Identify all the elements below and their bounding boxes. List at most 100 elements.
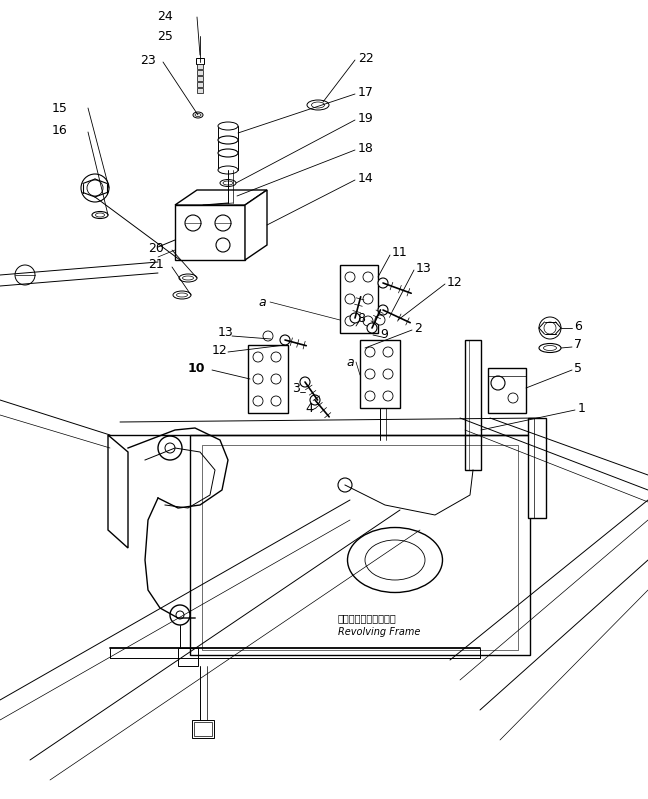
Text: 8: 8	[357, 312, 365, 324]
Ellipse shape	[222, 194, 233, 198]
Ellipse shape	[176, 293, 187, 297]
Text: 13: 13	[416, 261, 432, 275]
Circle shape	[539, 317, 561, 339]
Text: 22: 22	[358, 51, 374, 65]
Polygon shape	[175, 190, 267, 205]
Bar	[465, 340, 481, 470]
Text: 4: 4	[305, 402, 313, 415]
Circle shape	[345, 316, 355, 326]
Circle shape	[253, 374, 263, 384]
Ellipse shape	[179, 274, 197, 282]
Text: 18: 18	[358, 141, 374, 154]
Bar	[197, 76, 203, 81]
Text: 9: 9	[380, 328, 388, 341]
Circle shape	[338, 478, 352, 492]
Text: 1: 1	[578, 402, 586, 415]
Ellipse shape	[220, 180, 236, 186]
Circle shape	[491, 376, 505, 390]
Circle shape	[253, 396, 263, 406]
Text: レボルビングフレーム: レボルビングフレーム	[338, 613, 397, 623]
Circle shape	[363, 272, 373, 282]
Bar	[218, 126, 238, 170]
Ellipse shape	[92, 212, 108, 218]
Bar	[488, 368, 526, 413]
Text: 2: 2	[414, 321, 422, 335]
Ellipse shape	[95, 213, 104, 217]
Ellipse shape	[223, 181, 233, 185]
Circle shape	[365, 369, 375, 379]
Bar	[202, 445, 518, 650]
Text: 12: 12	[447, 276, 463, 288]
Circle shape	[345, 272, 355, 282]
Text: 14: 14	[358, 172, 374, 185]
Bar	[340, 265, 378, 333]
Text: 16: 16	[52, 124, 68, 137]
Circle shape	[310, 395, 320, 405]
Bar	[190, 435, 530, 655]
Text: 19: 19	[358, 112, 374, 125]
Ellipse shape	[312, 102, 325, 108]
Bar	[528, 418, 546, 518]
Ellipse shape	[219, 192, 237, 200]
Circle shape	[81, 174, 109, 202]
Circle shape	[365, 391, 375, 401]
Circle shape	[375, 315, 385, 325]
Bar	[197, 82, 203, 87]
Bar	[178, 648, 198, 666]
Circle shape	[544, 322, 556, 334]
Bar	[196, 58, 204, 64]
Polygon shape	[245, 190, 267, 260]
Circle shape	[215, 215, 231, 231]
Text: 24: 24	[157, 10, 173, 23]
Ellipse shape	[544, 345, 557, 351]
Text: 5: 5	[574, 361, 582, 375]
Circle shape	[383, 369, 393, 379]
Text: 7: 7	[574, 339, 582, 352]
Ellipse shape	[218, 166, 238, 174]
Circle shape	[345, 294, 355, 304]
Ellipse shape	[365, 540, 425, 580]
Text: 10: 10	[188, 361, 205, 375]
Circle shape	[15, 265, 35, 285]
Circle shape	[365, 347, 375, 357]
Circle shape	[350, 313, 360, 323]
Bar	[175, 205, 245, 260]
Text: a: a	[346, 356, 354, 368]
Text: 20: 20	[148, 241, 164, 255]
Circle shape	[87, 180, 103, 196]
Polygon shape	[108, 435, 128, 548]
Text: 11: 11	[392, 245, 408, 259]
Circle shape	[363, 316, 373, 326]
Ellipse shape	[218, 122, 238, 130]
Circle shape	[263, 331, 273, 341]
Ellipse shape	[183, 276, 194, 280]
Text: 15: 15	[52, 101, 68, 114]
Ellipse shape	[539, 344, 561, 352]
Circle shape	[300, 377, 310, 387]
Circle shape	[185, 215, 201, 231]
Ellipse shape	[195, 113, 201, 117]
Text: 6: 6	[574, 320, 582, 332]
Circle shape	[363, 294, 373, 304]
Text: 23: 23	[140, 54, 156, 66]
Circle shape	[280, 335, 290, 345]
Circle shape	[216, 238, 230, 252]
Circle shape	[165, 443, 175, 453]
Bar	[194, 722, 212, 736]
Circle shape	[271, 374, 281, 384]
Bar	[360, 340, 400, 408]
Ellipse shape	[347, 527, 443, 593]
Ellipse shape	[193, 112, 203, 118]
Circle shape	[378, 278, 388, 288]
Bar	[197, 70, 203, 75]
Text: Revolving Frame: Revolving Frame	[338, 627, 421, 637]
Text: 3: 3	[292, 381, 300, 395]
Text: a: a	[258, 296, 266, 308]
Ellipse shape	[218, 136, 238, 144]
Ellipse shape	[218, 149, 238, 157]
Circle shape	[383, 391, 393, 401]
Text: 13: 13	[218, 327, 234, 340]
Ellipse shape	[173, 291, 191, 299]
Text: 25: 25	[157, 30, 173, 42]
Bar	[248, 345, 288, 413]
